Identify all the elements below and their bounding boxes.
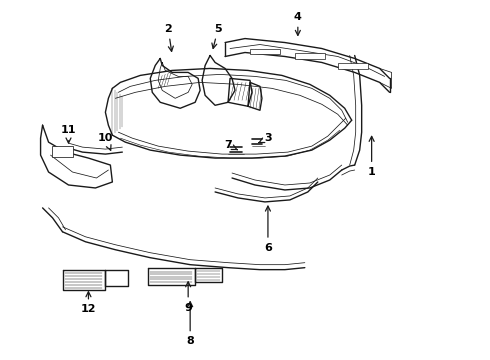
Text: 2: 2 [164, 24, 173, 51]
Text: 7: 7 [224, 140, 237, 150]
Text: 3: 3 [259, 133, 272, 143]
Text: 1: 1 [368, 136, 375, 177]
Text: 12: 12 [81, 292, 96, 315]
Text: 10: 10 [98, 133, 113, 150]
Text: 5: 5 [212, 24, 222, 49]
Bar [250, 49, 280, 54]
Polygon shape [148, 268, 195, 285]
Bar [338, 63, 368, 69]
Text: 8: 8 [186, 302, 194, 346]
Text: 4: 4 [294, 12, 302, 35]
Text: 9: 9 [184, 282, 192, 312]
Text: 11: 11 [61, 125, 76, 143]
FancyBboxPatch shape [51, 146, 74, 157]
Polygon shape [105, 270, 128, 285]
Bar [295, 54, 325, 59]
Polygon shape [63, 270, 105, 289]
Polygon shape [195, 268, 222, 282]
Text: 6: 6 [264, 206, 272, 253]
